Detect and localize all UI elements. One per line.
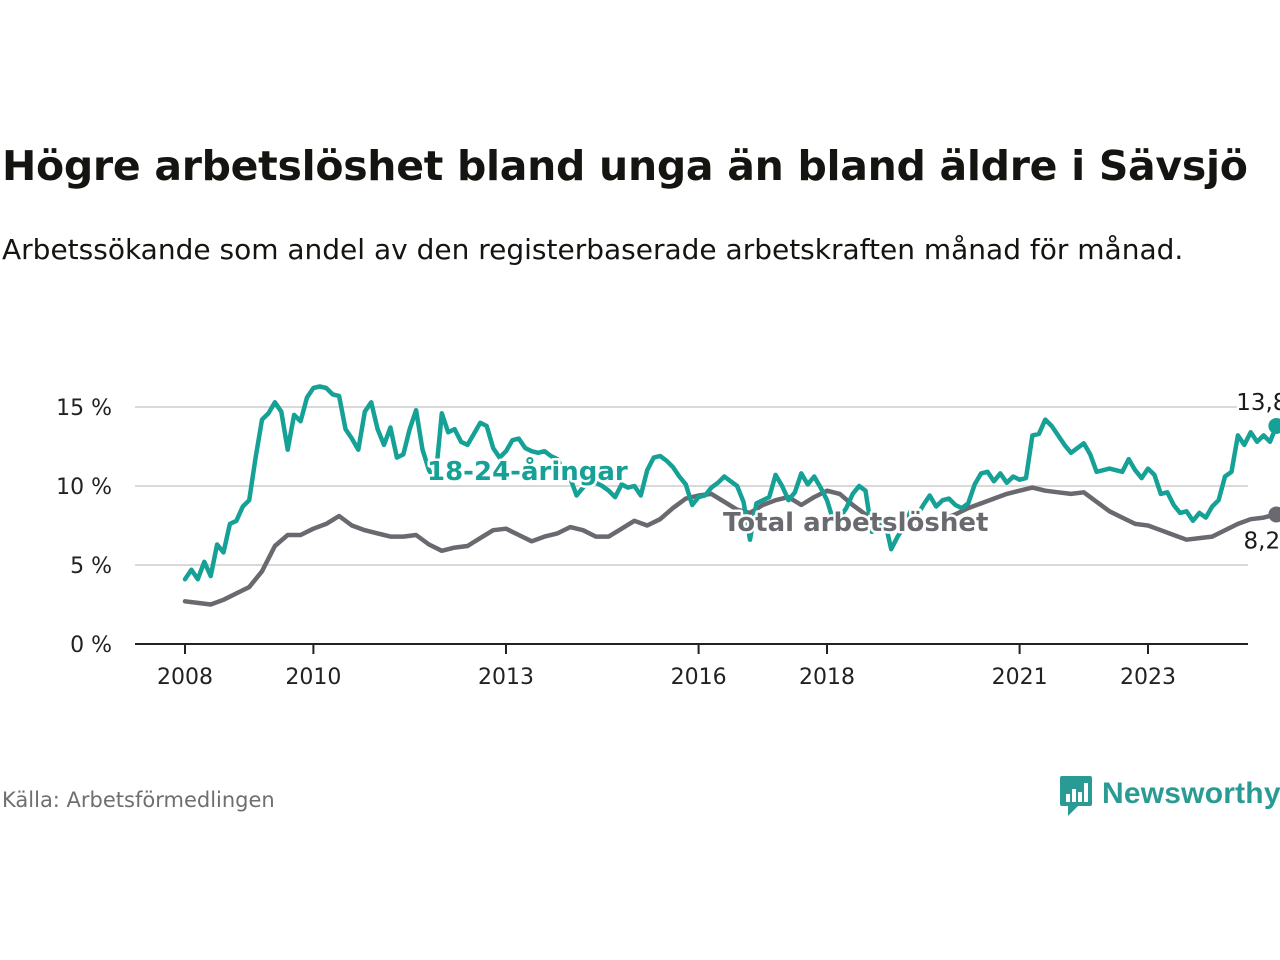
brand-name: Newsworthy: [1102, 777, 1280, 810]
series-lines: [182, 384, 1280, 607]
series-labels: 18-24-åringar Total arbetslöshet 13,8 % 8,2…: [425, 387, 1280, 556]
x-tick-label: 2008: [157, 665, 213, 690]
gridlines: [135, 406, 1248, 566]
end-point-total: [1268, 506, 1280, 523]
x-tick-label: 2021: [992, 665, 1048, 690]
series-line-total: [182, 485, 1279, 607]
bar-chart-bubble-icon: [1060, 776, 1092, 816]
chart-title: Högre arbetslöshet bland unga än bland ä…: [2, 142, 1248, 190]
y-axis-tick-labels: 0 % 5 % 10 % 15 %: [56, 396, 112, 658]
y-tick-label: 15 %: [56, 396, 112, 421]
y-tick-label: 0 %: [70, 633, 112, 658]
chart-subtitle: Arbetssökande som andel av den registerb…: [2, 233, 1184, 266]
end-point-youth: [1268, 417, 1280, 434]
x-tick-label: 2018: [799, 665, 855, 690]
x-tick-label: 2023: [1120, 665, 1176, 690]
series-label-total: Total arbetslöshet: [723, 508, 988, 538]
end-label-youth: 13,8 %: [1236, 390, 1280, 416]
x-axis: 2008 2010 2013 2016 2018 2021 2023: [135, 643, 1248, 690]
y-tick-label: 5 %: [70, 554, 112, 579]
series-label-youth: 18-24-åringar: [427, 455, 628, 487]
x-tick-label: 2016: [671, 665, 727, 690]
x-tick-label: 2010: [285, 665, 341, 690]
newsworthy-logo: Newsworthy: [1058, 772, 1280, 816]
source-note: Källa: Arbetsförmedlingen: [2, 788, 275, 812]
x-tick-label: 2013: [478, 665, 534, 690]
y-tick-label: 10 %: [56, 475, 112, 500]
series-line-youth: [182, 384, 1279, 582]
end-label-total: 8,2 %: [1244, 528, 1280, 554]
